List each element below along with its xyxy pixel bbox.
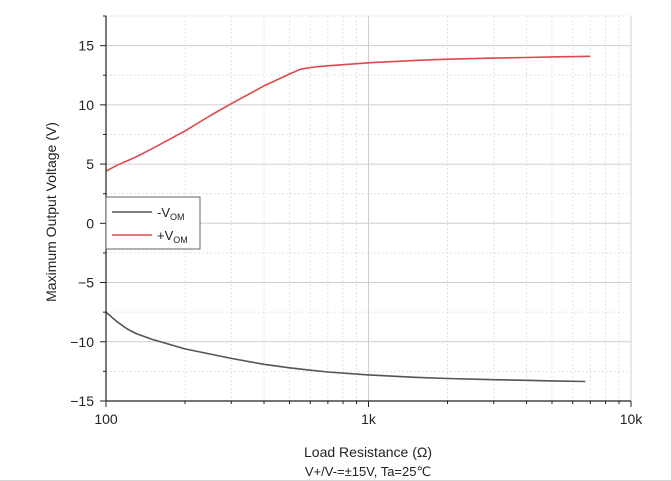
legend-box [105,196,201,250]
y-tick-label: −5 [78,275,94,291]
y-tick-label: 5 [86,156,94,172]
series-line-vom-minus [105,311,586,383]
y-tick-label: 0 [86,215,94,231]
legend-label-vom-plus: +VOM [157,228,188,245]
ticks: 100 1k 10k 15 10 5 0 −5 −10 −15 [70,15,644,427]
x-tick-label: 10k [620,411,644,427]
grid [106,15,632,401]
chart-caption: V+/V-=±15V, Ta=25℃ [305,464,431,479]
y-tick-label: −15 [70,393,94,409]
series-layer [105,55,591,383]
y-tick-label: −10 [70,334,94,350]
series-line-vom-plus [105,55,591,172]
x-tick-label: 100 [94,411,118,427]
legend-label-vom-minus: -VOM [157,205,185,222]
x-axis-title: Load Resistance (Ω) [304,444,432,460]
y-axis-title: Maximum Output Voltage (V) [43,122,59,302]
y-tick-label: 15 [78,38,94,54]
y-tick-label: 10 [78,97,94,113]
x-tick-label: 1k [361,411,377,427]
legend: -VOM +VOM [105,196,201,250]
